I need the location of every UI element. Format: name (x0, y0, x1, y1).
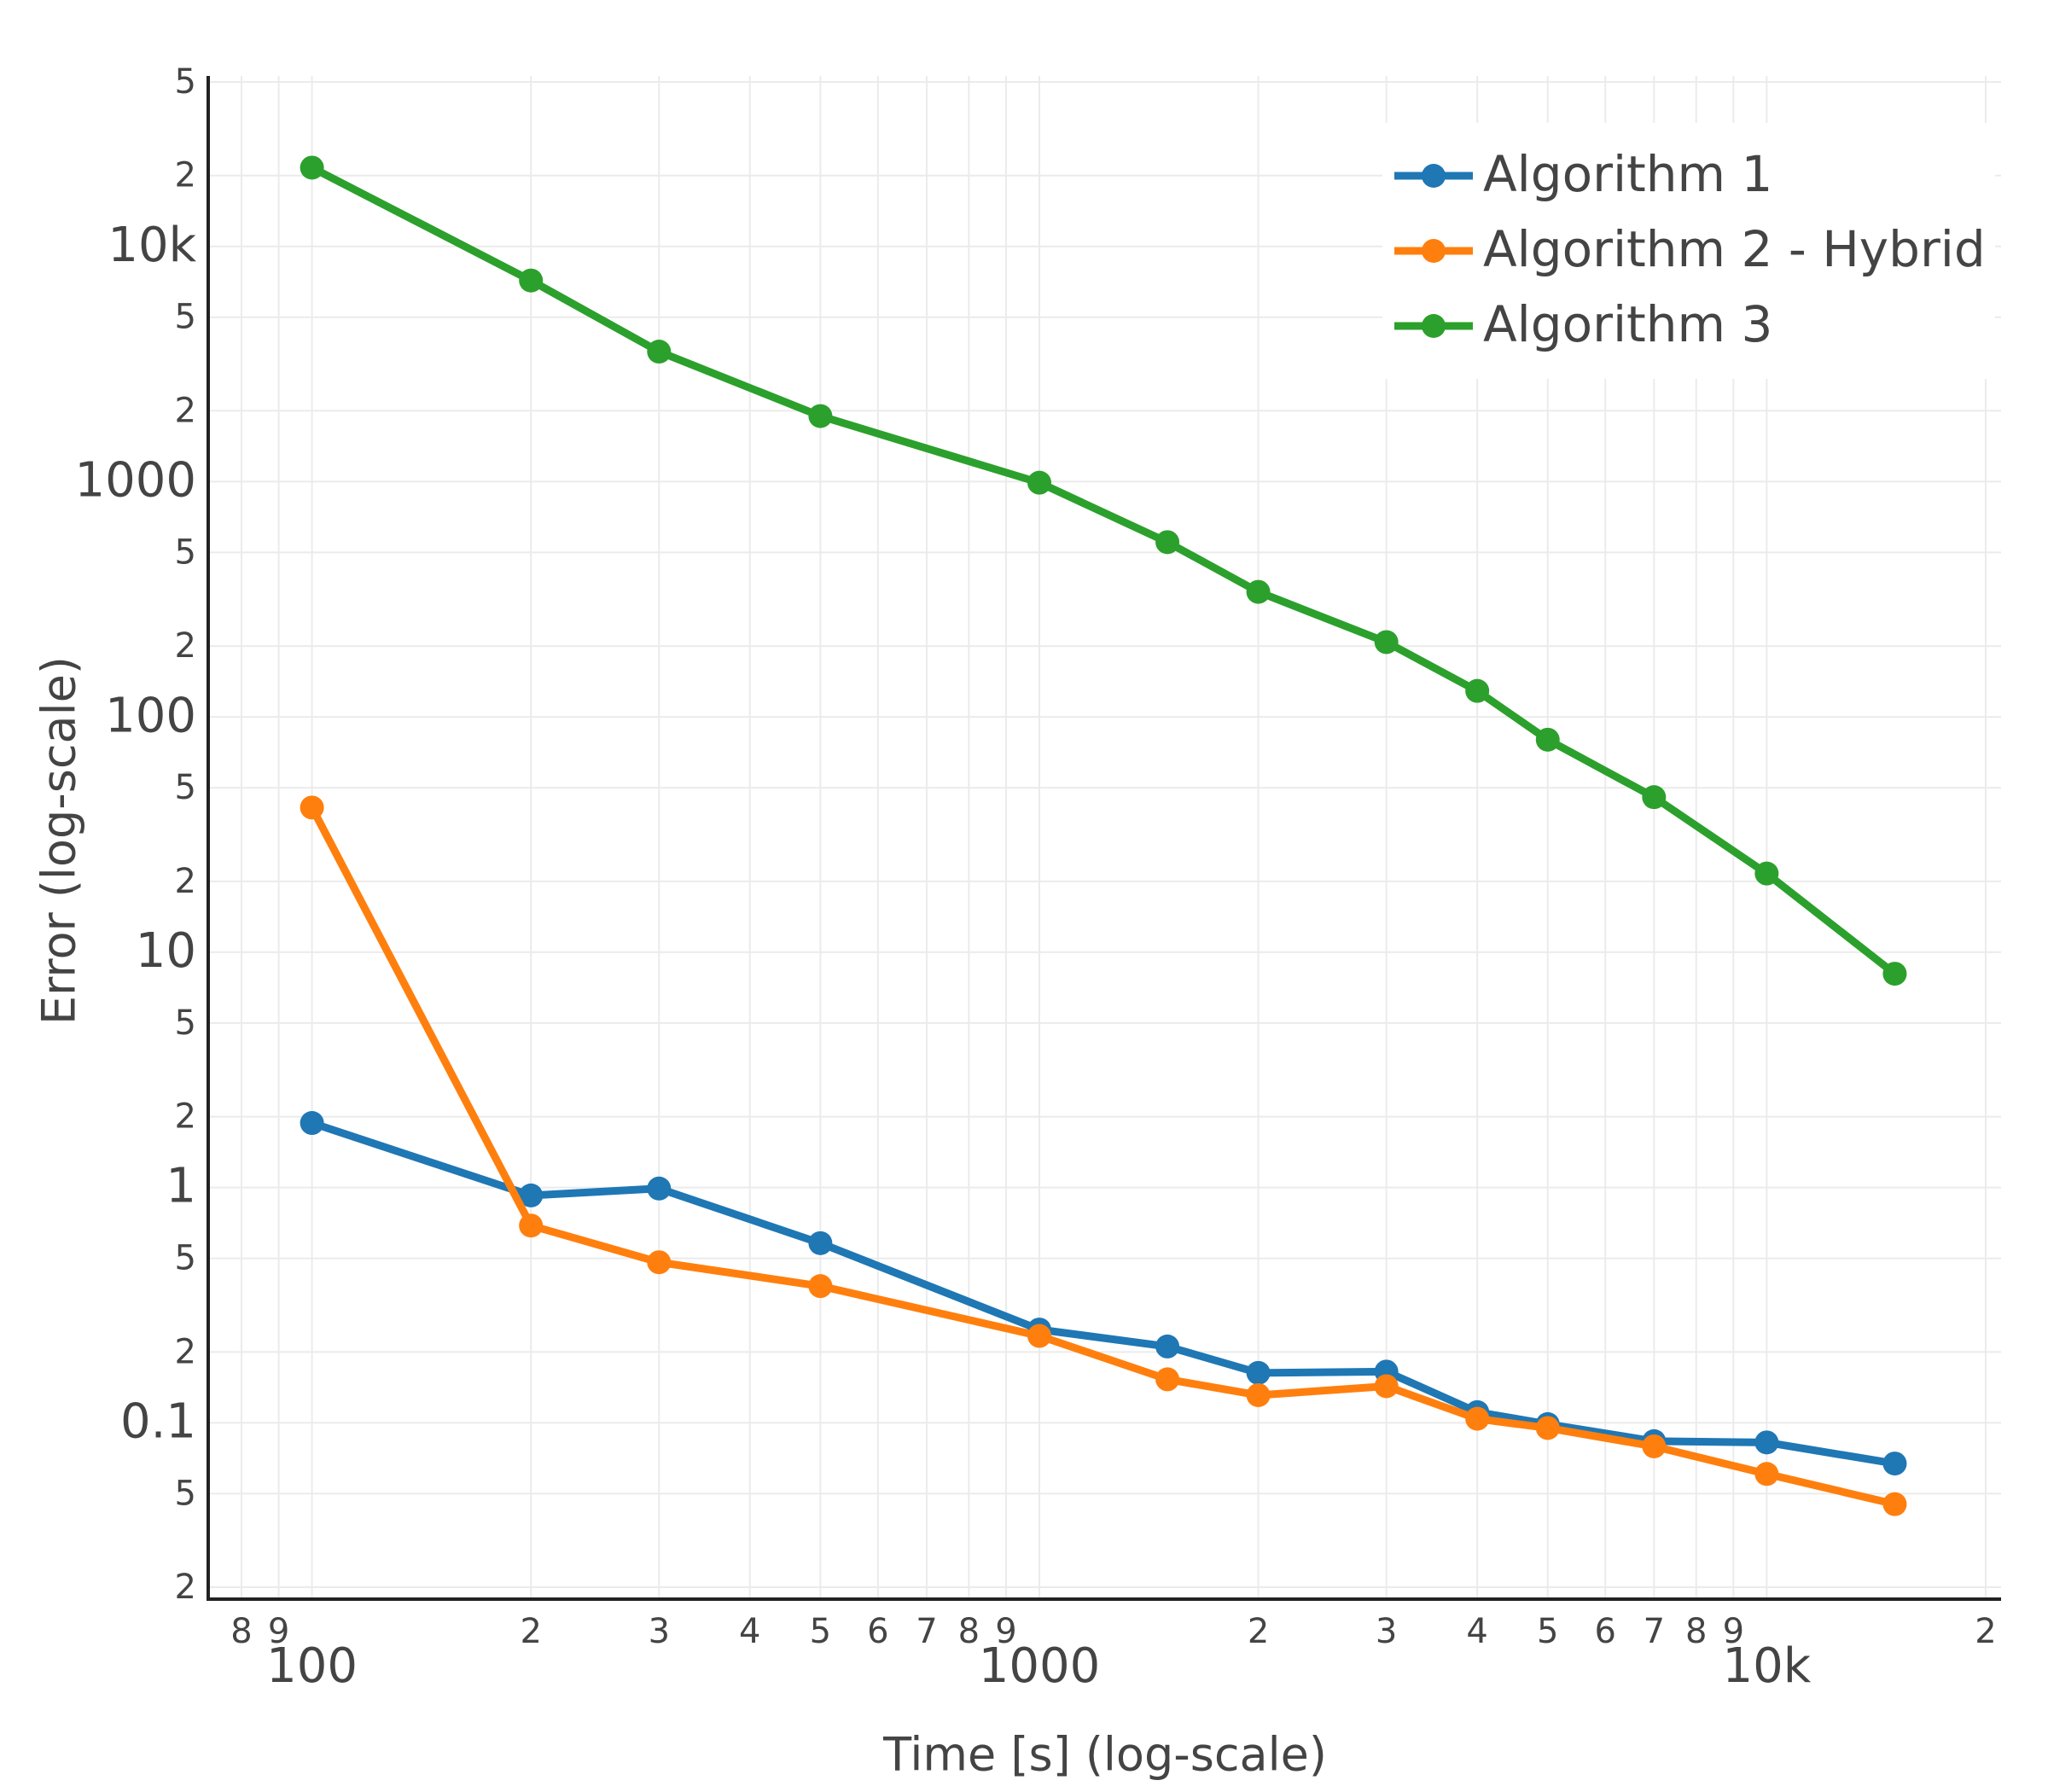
plot-area (207, 76, 2001, 1601)
x-tick-label: 7 (916, 1612, 937, 1651)
data-point (1882, 1452, 1907, 1476)
data-point (1754, 861, 1779, 886)
data-point (1465, 678, 1490, 703)
data-point (1535, 727, 1560, 752)
y-tick-label: 10k (108, 218, 196, 273)
legend-marker (1422, 314, 1446, 338)
data-point (1027, 470, 1051, 495)
data-point (519, 268, 544, 293)
y-tick-label: 0.1 (120, 1393, 196, 1449)
x-tick-label: 9 (995, 1612, 1016, 1651)
y-tick-label: 5 (175, 768, 196, 807)
x-tick-label: 5 (1537, 1612, 1558, 1651)
x-tick-label: 8 (230, 1612, 252, 1651)
data-point (1246, 579, 1271, 604)
data-point (1642, 785, 1667, 810)
data-point (808, 1274, 833, 1299)
legend-marker (1422, 164, 1446, 188)
data-point (1882, 1492, 1907, 1516)
data-point (1246, 1382, 1271, 1407)
y-tick-label: 5 (175, 62, 196, 102)
data-point (300, 795, 324, 820)
x-tick-label: 9 (268, 1612, 289, 1651)
y-tick-label: 5 (175, 298, 196, 337)
legend-label: Algorithm 3 (1483, 295, 1772, 353)
data-point (1155, 530, 1180, 555)
y-tick-label: 10 (136, 923, 196, 979)
legend-label: Algorithm 2 - Hybrid (1483, 220, 1986, 278)
y-tick-label: 1000 (74, 453, 196, 509)
data-point (1642, 1434, 1667, 1458)
data-point (1465, 1406, 1490, 1431)
x-tick-label: 2 (1975, 1612, 1996, 1651)
x-axis-title: Time [s] (log-scale) (882, 1728, 1327, 1782)
x-tick-label: 100 (266, 1638, 358, 1694)
legend-marker (1422, 239, 1446, 263)
x-tick-label: 7 (1644, 1612, 1665, 1651)
x-tick-label: 2 (1248, 1612, 1269, 1651)
data-point (1374, 1374, 1399, 1399)
x-tick-label: 2 (520, 1612, 541, 1651)
data-point (300, 1111, 324, 1136)
y-tick-label: 100 (105, 688, 196, 743)
x-tick-label: 3 (649, 1612, 670, 1651)
y-tick-label: 2 (175, 1332, 196, 1371)
series-line (311, 1119, 1896, 1468)
y-tick-label: 2 (175, 1097, 196, 1137)
data-point (647, 1250, 672, 1275)
data-point (647, 1176, 672, 1201)
series-line (308, 806, 1896, 1509)
x-tick-label: 8 (1685, 1612, 1707, 1651)
data-point (1027, 1324, 1051, 1348)
x-tick-label: 5 (810, 1612, 831, 1651)
y-tick-label: 2 (175, 862, 196, 901)
y-tick-label: 2 (175, 156, 196, 195)
data-point (808, 1231, 833, 1255)
data-point (300, 155, 324, 180)
data-point (808, 404, 833, 428)
x-tick-label: 8 (958, 1612, 980, 1651)
legend: Algorithm 1 Algorithm 2 - Hybrid Algorithm… (1382, 123, 1995, 379)
data-point (1754, 1462, 1779, 1487)
x-tick-label: 1000 (979, 1638, 1101, 1694)
data-point (647, 340, 672, 364)
x-tick-label: 10k (1723, 1638, 1812, 1694)
y-tick-label: 5 (175, 1004, 196, 1043)
x-tick-label: 3 (1376, 1612, 1397, 1651)
data-point (1882, 962, 1907, 986)
data-point (1155, 1334, 1180, 1359)
y-tick-label: 5 (175, 1474, 196, 1513)
y-tick-label: 5 (175, 532, 196, 572)
data-point (1374, 630, 1399, 655)
x-tick-label: 4 (1466, 1612, 1487, 1651)
x-tick-label: 9 (1723, 1612, 1744, 1651)
y-tick-label: 2 (175, 626, 196, 666)
data-point (1535, 1416, 1560, 1440)
y-axis-title: Error (log-scale) (32, 656, 86, 1025)
y-tick-label: 5 (175, 1239, 196, 1278)
x-tick-label: 4 (739, 1612, 760, 1651)
legend-label: Algorithm 1 (1483, 145, 1772, 203)
data-point (1155, 1367, 1180, 1392)
y-tick-label: 2 (175, 1568, 196, 1607)
data-point (519, 1213, 544, 1238)
x-tick-label: 6 (867, 1612, 888, 1651)
data-point (1246, 1360, 1271, 1385)
data-point (1754, 1430, 1779, 1455)
legend-background (1382, 123, 1995, 379)
y-tick-label: 2 (175, 391, 196, 430)
data-point (519, 1183, 544, 1207)
x-tick-label: 6 (1595, 1612, 1616, 1651)
y-tick-label: 1 (166, 1159, 196, 1214)
